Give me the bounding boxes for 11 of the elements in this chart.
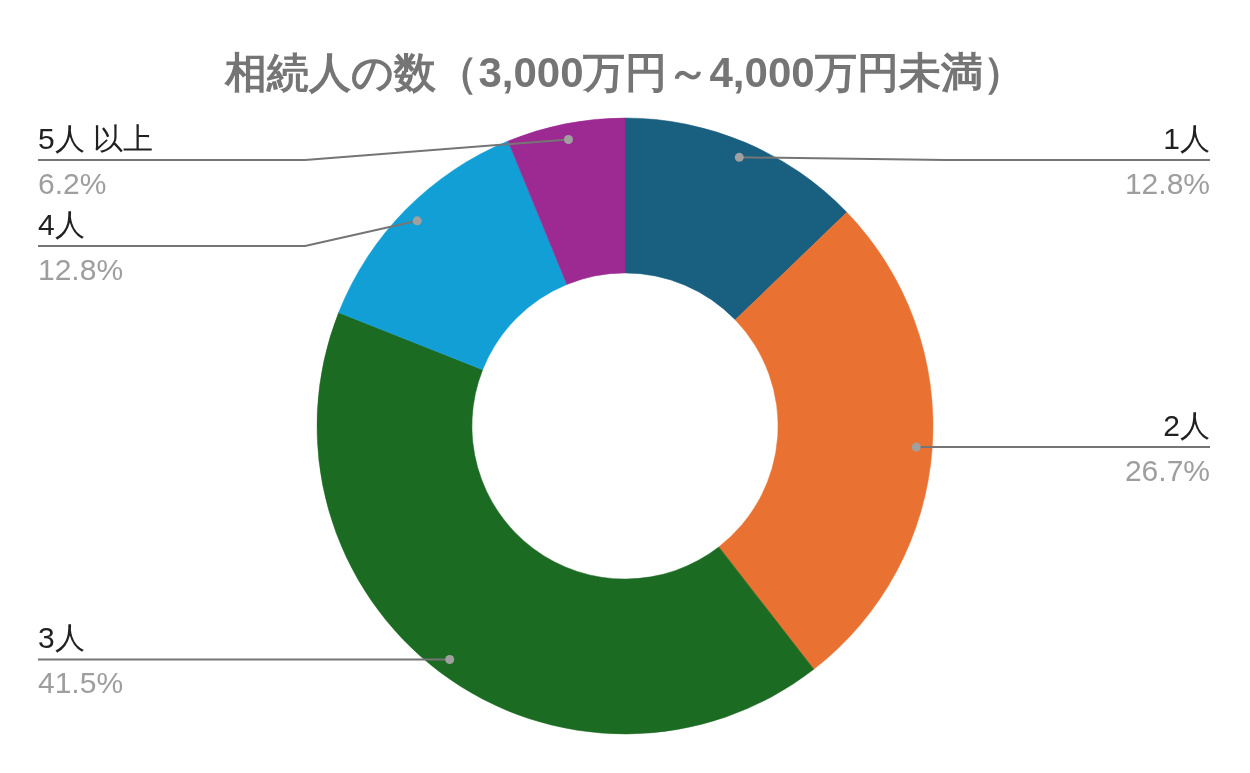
slice-label: 4人: [38, 208, 85, 241]
data-label: 26.7%: [1124, 454, 1210, 488]
data-label: 41.5%: [38, 666, 124, 700]
data-label: 12.8%: [38, 253, 124, 286]
slice-label: 3人: [38, 621, 85, 655]
data-label: 12.8%: [1124, 167, 1210, 200]
title: 相続人の数（3,000万円～4,000万円未満）: [225, 49, 1025, 96]
slice-label: 1人: [1163, 122, 1210, 155]
slice-label: 5人 以上: [38, 122, 154, 155]
slice-label: 2人: [1163, 409, 1210, 443]
data-label: 6.2%: [38, 167, 107, 200]
